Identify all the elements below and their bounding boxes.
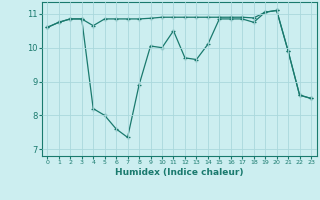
X-axis label: Humidex (Indice chaleur): Humidex (Indice chaleur) [115,168,244,177]
